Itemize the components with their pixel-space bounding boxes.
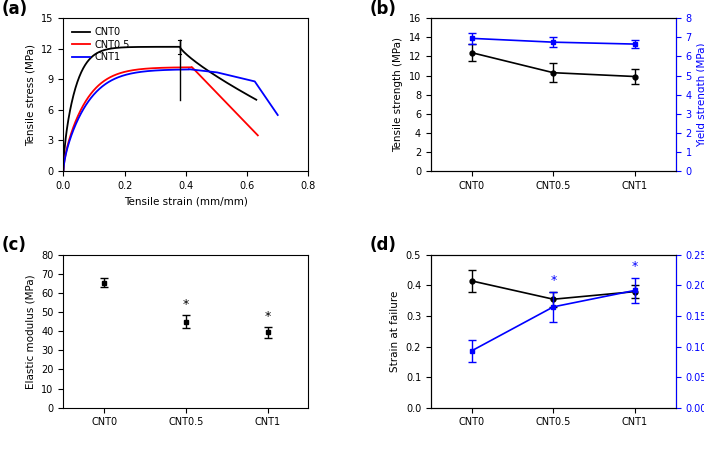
X-axis label: Tensile strain (mm/mm): Tensile strain (mm/mm) bbox=[124, 196, 248, 206]
Y-axis label: Elastic modulus (MPa): Elastic modulus (MPa) bbox=[26, 274, 36, 388]
Text: (b): (b) bbox=[370, 0, 396, 18]
Y-axis label: Strain at failure: Strain at failure bbox=[390, 290, 400, 372]
Y-axis label: Tensile stress (MPa): Tensile stress (MPa) bbox=[26, 44, 36, 146]
Legend: CNT0, CNT0.5, CNT1: CNT0, CNT0.5, CNT1 bbox=[68, 23, 134, 66]
Text: (c): (c) bbox=[2, 236, 27, 254]
Text: *: * bbox=[551, 274, 556, 287]
Text: *: * bbox=[632, 260, 638, 273]
Text: (d): (d) bbox=[370, 236, 396, 254]
Y-axis label: Tensile strength (MPa): Tensile strength (MPa) bbox=[394, 37, 403, 152]
Text: *: * bbox=[183, 298, 189, 311]
Text: (a): (a) bbox=[2, 0, 28, 18]
Text: *: * bbox=[265, 310, 270, 323]
Y-axis label: Yield strength (MPa): Yield strength (MPa) bbox=[698, 43, 704, 147]
